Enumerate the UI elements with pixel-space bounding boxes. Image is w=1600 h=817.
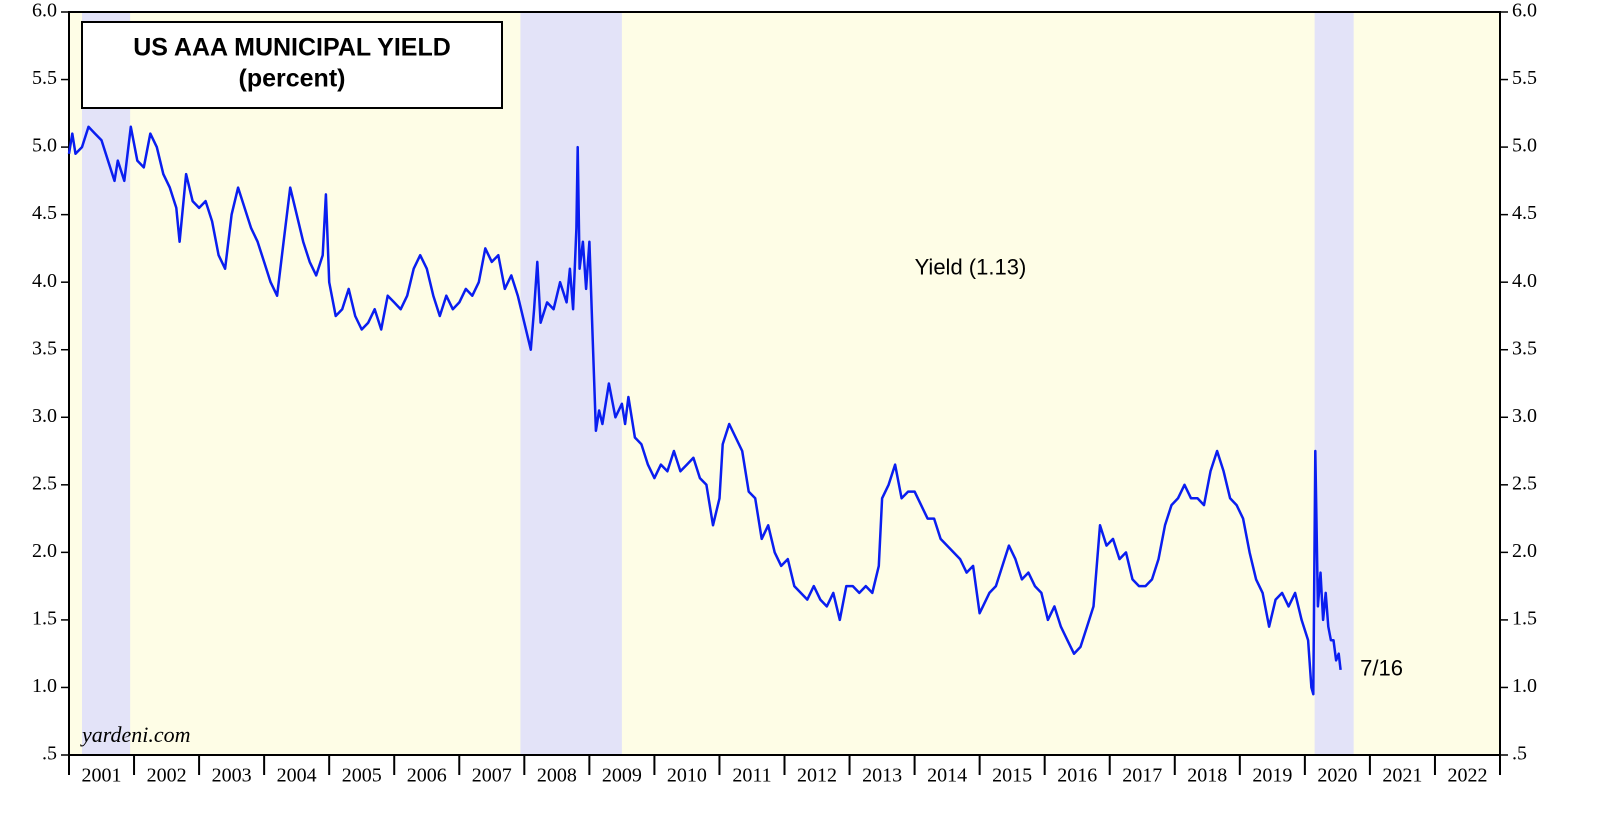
x-tick-label: 2011: [732, 765, 771, 787]
y2-tick-label: 1.0: [1512, 675, 1537, 697]
recession-shade: [520, 12, 622, 755]
y2-tick-label: 4.0: [1512, 270, 1537, 292]
x-tick-label: 2007: [472, 765, 512, 787]
y2-tick-label: 4.5: [1512, 202, 1537, 224]
x-tick-label: 2010: [667, 765, 707, 787]
y-tick-label: 3.5: [32, 337, 57, 359]
y2-tick-label: 3.0: [1512, 405, 1537, 427]
title-box: [81, 21, 503, 109]
y-tick-label: 3.0: [32, 405, 57, 427]
x-tick-label: 2005: [342, 765, 382, 787]
x-tick-label: 2002: [147, 765, 187, 787]
x-tick-label: 2012: [797, 765, 837, 787]
x-tick-label: 2006: [407, 765, 447, 787]
y-tick-label: 1.5: [32, 608, 57, 630]
x-tick-label: 2004: [277, 765, 317, 787]
y2-tick-label: 5.0: [1512, 135, 1537, 157]
plot-background: [69, 12, 1500, 755]
y-tick-label: 5.0: [32, 135, 57, 157]
x-tick-label: 2009: [602, 765, 642, 787]
y2-tick-label: 2.5: [1512, 472, 1537, 494]
x-tick-label: 2019: [1252, 765, 1292, 787]
y-tick-label: .5: [42, 743, 57, 765]
x-tick-label: 2001: [82, 765, 122, 787]
annotation: 7/16: [1360, 656, 1403, 681]
y-tick-label: 2.5: [32, 472, 57, 494]
y2-tick-label: 6.0: [1512, 0, 1537, 22]
y-tick-label: 4.0: [32, 270, 57, 292]
x-tick-label: 2008: [537, 765, 577, 787]
chart-subtitle: (percent): [239, 65, 346, 93]
x-tick-label: 2013: [862, 765, 902, 787]
x-tick-label: 2015: [992, 765, 1032, 787]
x-tick-label: 2021: [1382, 765, 1422, 787]
x-tick-label: 2022: [1447, 765, 1487, 787]
x-tick-label: 2018: [1187, 765, 1227, 787]
recession-shade: [1314, 12, 1354, 755]
y2-tick-label: 3.5: [1512, 337, 1537, 359]
chart-title: US AAA MUNICIPAL YIELD: [133, 34, 451, 62]
y-tick-label: 1.0: [32, 675, 57, 697]
source: yardeni.com: [80, 722, 191, 747]
y-tick-label: 4.5: [32, 202, 57, 224]
y2-tick-label: 5.5: [1512, 67, 1537, 89]
y-tick-label: 2.0: [32, 540, 57, 562]
y2-tick-label: .5: [1512, 743, 1527, 765]
x-tick-label: 2003: [212, 765, 252, 787]
y-tick-label: 5.5: [32, 67, 57, 89]
x-tick-label: 2016: [1057, 765, 1097, 787]
x-tick-label: 2017: [1122, 765, 1162, 787]
y2-tick-label: 1.5: [1512, 608, 1537, 630]
x-tick-label: 2014: [927, 765, 967, 787]
yield-line: [67, 125, 1342, 696]
x-tick-label: 2020: [1317, 765, 1357, 787]
annotation: Yield (1.13): [915, 254, 1027, 279]
plot-area: [69, 12, 1500, 755]
recession-shade: [82, 12, 131, 755]
y-tick-label: 6.0: [32, 0, 57, 22]
y2-tick-label: 2.0: [1512, 540, 1537, 562]
